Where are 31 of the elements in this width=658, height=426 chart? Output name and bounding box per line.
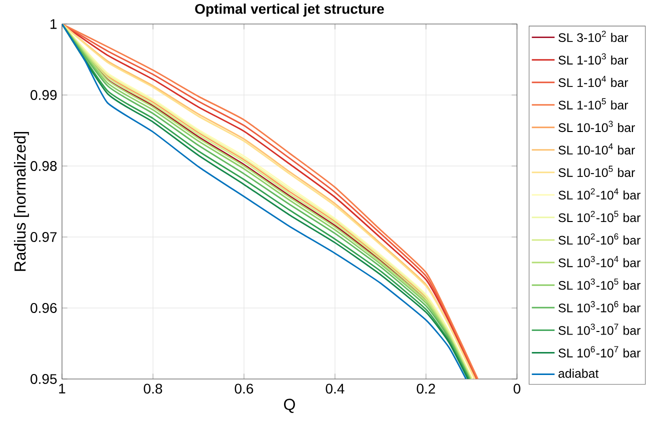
legend-label: SL 10$^{3}$-10$^{5}$ bar bbox=[558, 278, 640, 290]
y-tick-label: 0.95 bbox=[30, 374, 57, 384]
y-tick-label: 0.96 bbox=[30, 303, 57, 313]
y-tick-label: 0.97 bbox=[30, 232, 57, 242]
legend-label: SL 10$^{3}$-10$^{4}$ bar bbox=[558, 256, 640, 268]
legend-label: SL 10-10$^{3}$ bar bbox=[558, 120, 635, 132]
x-tick-label: 0.2 bbox=[416, 384, 436, 394]
legend-label: SL 10$^{3}$-10$^{6}$ bar bbox=[558, 301, 640, 312]
x-tick-label: 0.6 bbox=[234, 384, 254, 394]
x-tick-label: 0.4 bbox=[326, 384, 344, 394]
legend-label: SL 1-10$^{4}$ bar bbox=[558, 76, 628, 88]
legend-label: SL 1-10$^{5}$ bar bbox=[558, 98, 628, 110]
x-tick-label: 1 bbox=[59, 384, 66, 394]
legend-label: SL 3-10$^{2}$ bar bbox=[558, 30, 628, 42]
legend-label: SL 10-10$^{4}$ bar bbox=[558, 143, 635, 155]
y-axis-title: Radius [normalized] bbox=[14, 132, 29, 271]
legend-label: SL 10-10$^{5}$ bar bbox=[558, 166, 635, 177]
legend-label: SL 10$^{3}$-10$^{7}$ bar bbox=[558, 324, 640, 335]
y-tick-label: 1 bbox=[50, 19, 57, 29]
x-tick-label: 0.8 bbox=[144, 384, 162, 394]
legend-label: SL 10$^{2}$-10$^{6}$ bar bbox=[558, 233, 640, 245]
y-tick-label: 0.98 bbox=[30, 161, 57, 171]
y-tick-label: 0.99 bbox=[30, 90, 57, 100]
legend-label: SL 10$^{2}$-10$^{5}$ bar bbox=[558, 210, 640, 222]
legend-label: SL 1-10$^{3}$ bar bbox=[558, 53, 628, 65]
legend-label: SL 10$^{6}$-10$^{7}$ bar bbox=[558, 346, 640, 358]
x-axis-title: Q bbox=[284, 398, 295, 413]
legend-label: SL 10$^{2}$-10$^{4}$ bar bbox=[558, 188, 640, 200]
legend-label: adiabat bbox=[558, 368, 599, 378]
chart-title: Optimal vertical jet structure bbox=[195, 4, 384, 17]
x-tick-label: 0 bbox=[514, 384, 520, 394]
